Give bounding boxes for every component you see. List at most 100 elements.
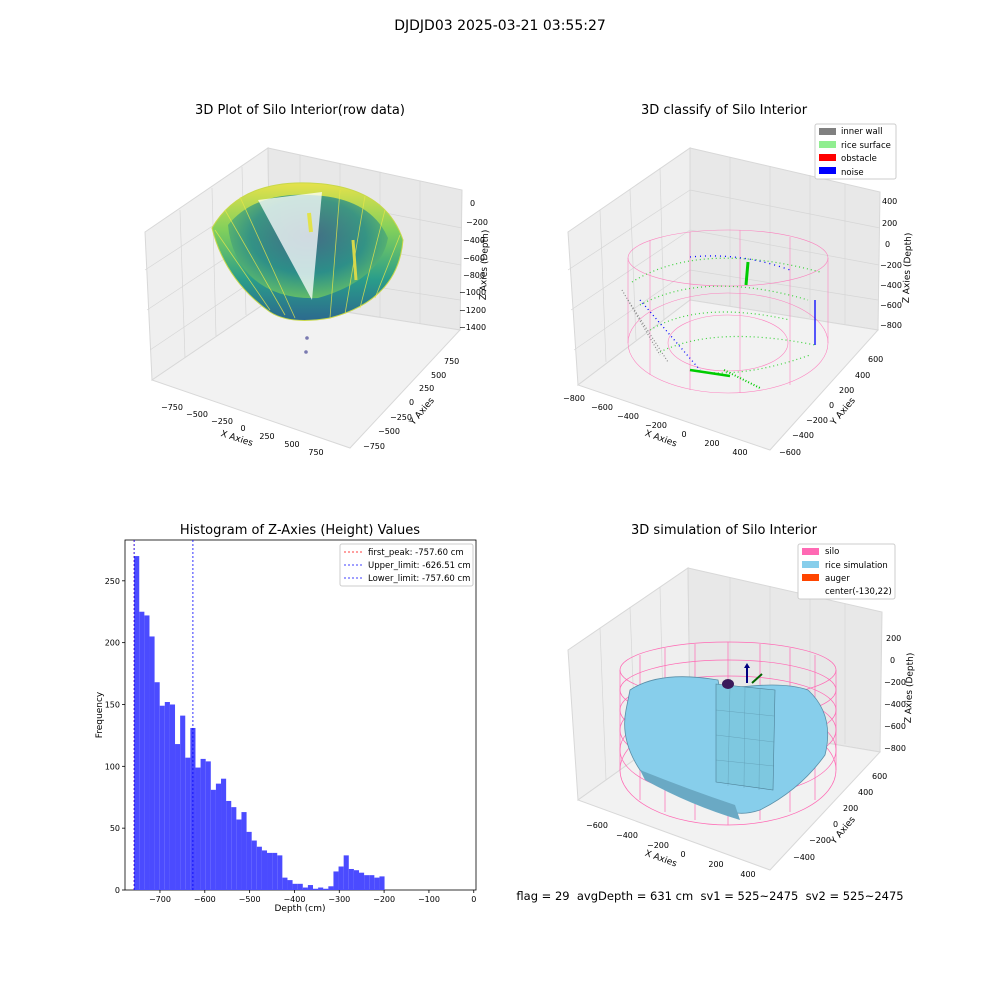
classify-gridlines [567, 157, 881, 363]
histogram-y-ticks: 0 50 100 150 200 250 [105, 577, 125, 895]
classify-legend: inner wall rice surface obstacle noise [814, 123, 897, 180]
classify-xlabel: X Axies [643, 429, 678, 450]
raw-ytick: −500 [378, 427, 400, 436]
simulation-xtick: −400 [616, 831, 638, 840]
histogram-bar [159, 705, 165, 890]
simulation-ztick: −400 [884, 700, 906, 709]
histogram-x-ticks: −700 −600 −500 −400 −300 −200 −100 0 [149, 890, 476, 904]
legend-swatch-silo [802, 548, 819, 555]
classify-ztick: −600 [880, 301, 902, 310]
simulation-ytick: −400 [793, 853, 815, 862]
histogram-bar [333, 871, 339, 890]
classify-x-ticks: −800 −600 −400 −200 0 200 400 [563, 394, 748, 457]
histogram-bar [348, 868, 354, 890]
classify-rice-points [631, 257, 821, 374]
histogram-bar [241, 812, 247, 890]
simulation-ytick: 200 [843, 804, 858, 813]
histogram-bar [195, 767, 201, 890]
histogram-bar [164, 702, 170, 890]
raw-ytick: 0 [409, 398, 414, 407]
classify-ztick: 400 [882, 197, 897, 206]
classify-ytick: 200 [839, 386, 854, 395]
simulation-ztick: −200 [884, 678, 906, 687]
figure-title: DJDJD03 2025-03-21 03:55:27 [394, 18, 606, 34]
classify-ztick: 0 [885, 240, 890, 249]
raw-x-ticks: −750 −500 −250 0 250 500 750 [161, 403, 324, 457]
raw-ztick: 0 [470, 199, 475, 208]
classify-ytick: −200 [806, 416, 828, 425]
histogram-bar [287, 880, 293, 890]
legend-label: noise [841, 168, 864, 178]
classify-silo-wireframe [627, 229, 829, 394]
histogram-ylabel: Frequency [95, 691, 105, 738]
classify-ytick: −600 [779, 448, 801, 457]
classify-ztick: −200 [880, 261, 902, 270]
histogram-ytick-label: 0 [115, 886, 120, 895]
classify-xtick: −400 [617, 412, 639, 421]
raw-ztick: −200 [466, 218, 488, 227]
simulation-ztick: −800 [884, 744, 906, 753]
histogram-bar [338, 866, 344, 890]
classify-z-ticks: 400 200 0 −200 −400 −600 −800 [880, 197, 902, 330]
simulation-ztick: 200 [886, 634, 901, 643]
classify-3d-axes: −800 −600 −400 −200 0 200 400 X Axies 60… [563, 123, 914, 457]
simulation-x-ticks: −600 −400 −200 0 200 400 [586, 821, 756, 879]
histogram-xtick-label: −100 [418, 895, 440, 904]
raw-plot-title: 3D Plot of Silo Interior(row data) [195, 103, 405, 118]
simulation-xtick: −600 [586, 821, 608, 830]
legend-label: Upper_limit: -626.51 cm [368, 561, 471, 571]
legend-label: inner wall [841, 127, 882, 137]
classify-ytick: 600 [868, 355, 883, 364]
classify-xtick: 400 [732, 448, 747, 457]
legend-swatch-rice-simulation [802, 561, 819, 568]
histogram-bar [369, 875, 375, 890]
simulation-xlabel: X Axies [643, 849, 678, 870]
histogram-title: Histogram of Z-Axies (Height) Values [179, 523, 421, 538]
histogram-legend: first_peak: -757.60 cm Upper_limit: -626… [339, 543, 474, 587]
classify-zlabel: Z Axies (Depth) [902, 233, 914, 304]
histogram-ytick-label: 100 [105, 762, 120, 771]
histogram-bar [267, 852, 273, 890]
raw-xtick: −500 [186, 410, 208, 419]
raw-ztick: −400 [463, 236, 485, 245]
histogram-bar [236, 819, 242, 890]
raw-ytick: −750 [363, 442, 385, 451]
legend-label: rice simulation [825, 561, 888, 571]
raw-ytick: 250 [419, 384, 434, 393]
simulation-zlabel: Z Axies (Depth) [904, 653, 916, 724]
simulation-ytick: 0 [833, 820, 838, 829]
histogram-bar [292, 883, 298, 890]
classify-wall-points [621, 289, 669, 363]
legend-swatch-rice-surface [819, 141, 836, 148]
simulation-xtick: 0 [680, 850, 685, 859]
legend-label: silo [825, 547, 839, 557]
simulation-rice-surface [624, 676, 829, 820]
histogram-bar [328, 886, 334, 890]
histogram-xtick-label: −500 [239, 895, 261, 904]
legend-swatch-obstacle [819, 154, 836, 161]
raw-y-ticks: 750 500 250 0 −250 −500 −750 [363, 357, 459, 451]
histogram-bar [256, 846, 262, 890]
legend-label: rice surface [841, 141, 891, 151]
raw-ytick: 500 [431, 371, 446, 380]
histogram-bar [200, 758, 206, 890]
histogram-bar [139, 611, 145, 890]
histogram-bar [149, 636, 155, 890]
simulation-y-ticks: 600 400 200 0 −200 −400 [793, 772, 887, 862]
histogram-bar [282, 877, 288, 890]
histogram-ytick-label: 250 [105, 577, 120, 586]
simulation-z-ticks: 200 0 −200 −400 −600 −800 [884, 634, 906, 753]
histogram-bar [353, 870, 359, 890]
legend-label: center(-130,22) [825, 587, 892, 597]
histogram-bar [343, 855, 349, 890]
simulation-ytick: 600 [872, 772, 887, 781]
raw-xtick: 250 [259, 432, 274, 441]
histogram-bar [318, 887, 324, 890]
histogram-xtick-label: 0 [471, 895, 476, 904]
classify-xtick: 200 [704, 439, 719, 448]
legend-label: obstacle [841, 154, 877, 164]
histogram-bar [302, 887, 308, 890]
histogram-xtick-label: −300 [328, 895, 350, 904]
raw-ytick: 750 [444, 357, 459, 366]
classify-ytick: −400 [792, 431, 814, 440]
